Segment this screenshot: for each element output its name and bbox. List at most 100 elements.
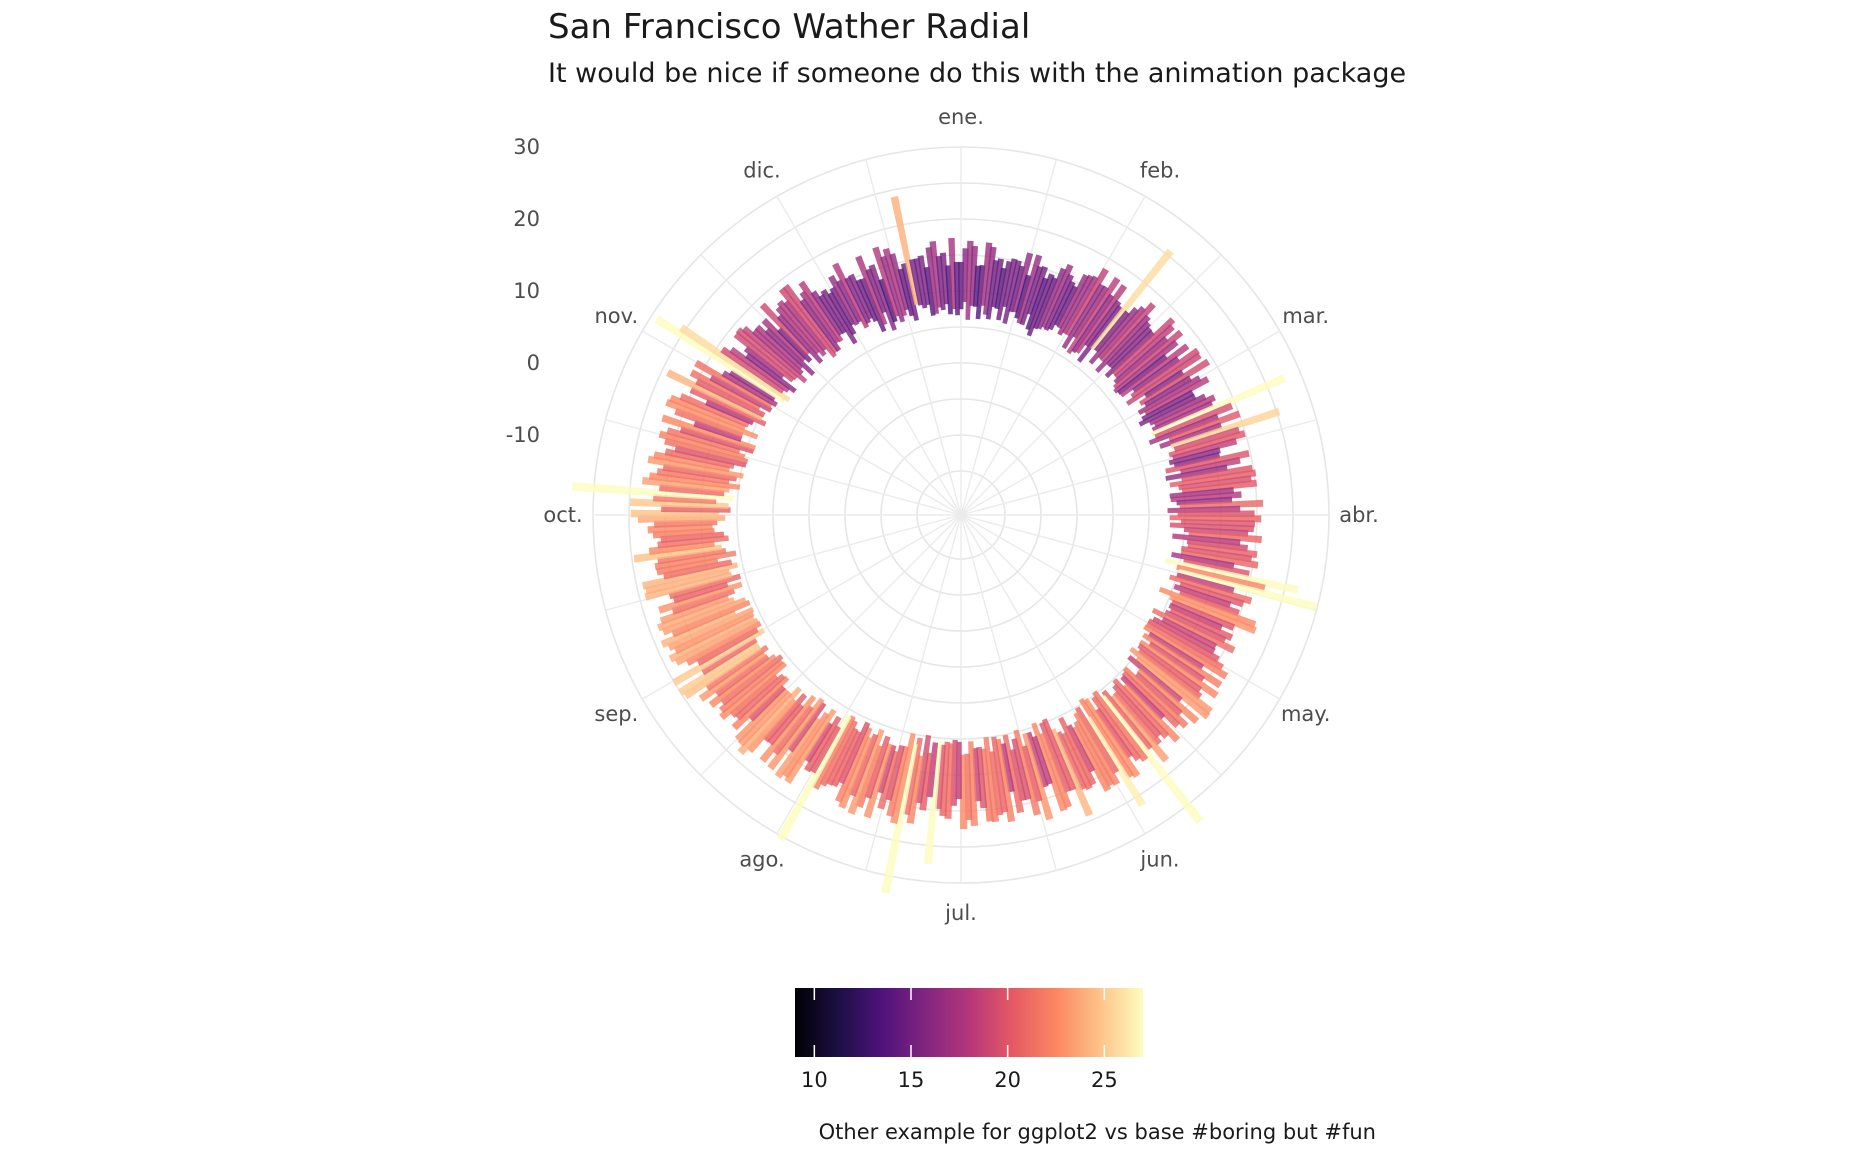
radial-tick-label: -10 bbox=[506, 423, 540, 447]
day-bar bbox=[683, 644, 762, 700]
day-bar bbox=[1169, 487, 1235, 499]
day-bar bbox=[1148, 413, 1220, 445]
day-bar bbox=[1019, 265, 1044, 326]
day-bar bbox=[1178, 589, 1240, 617]
day-bar bbox=[828, 274, 860, 326]
day-bar bbox=[572, 482, 735, 501]
day-bar bbox=[1141, 389, 1195, 422]
day-bar bbox=[648, 540, 715, 556]
day-bar bbox=[671, 599, 751, 638]
day-bar bbox=[960, 754, 968, 830]
day-bar bbox=[1148, 393, 1207, 426]
day-bar bbox=[735, 327, 798, 381]
chart-title: San Francisco Wather Radial bbox=[548, 7, 1030, 47]
day-bar bbox=[743, 346, 785, 380]
radial-tick-label: 30 bbox=[513, 135, 540, 159]
day-bar bbox=[1057, 274, 1095, 336]
day-bar bbox=[1043, 273, 1074, 331]
day-bar bbox=[777, 327, 813, 363]
day-bar bbox=[1062, 275, 1099, 335]
day-bar bbox=[838, 736, 873, 810]
grid-spoke bbox=[641, 330, 962, 516]
day-bar bbox=[991, 736, 1009, 813]
day-bar bbox=[923, 741, 943, 865]
day-bar bbox=[674, 407, 744, 439]
day-bar bbox=[721, 370, 778, 408]
day-bar bbox=[709, 374, 773, 413]
day-bar bbox=[878, 278, 898, 323]
grid-spoke bbox=[700, 254, 962, 516]
day-bar bbox=[772, 704, 814, 756]
day-bar bbox=[1136, 668, 1200, 725]
day-bar bbox=[656, 557, 719, 576]
day-bar bbox=[847, 728, 885, 815]
day-bar bbox=[872, 246, 900, 318]
day-bar bbox=[1138, 358, 1211, 406]
day-bar bbox=[734, 673, 786, 721]
day-bar bbox=[1113, 335, 1169, 385]
day-bar bbox=[799, 290, 840, 344]
day-bar bbox=[1097, 305, 1147, 360]
day-bar bbox=[761, 318, 807, 363]
day-bar bbox=[818, 293, 847, 335]
day-bar bbox=[660, 531, 725, 544]
day-bar bbox=[1112, 329, 1184, 390]
day-bar bbox=[776, 313, 824, 364]
day-bar bbox=[1083, 697, 1141, 779]
day-bar bbox=[1085, 716, 1147, 808]
day-bar bbox=[1138, 639, 1219, 699]
day-bar bbox=[667, 606, 755, 651]
day-bar bbox=[659, 594, 730, 625]
day-bar bbox=[705, 644, 769, 692]
day-bar bbox=[1021, 745, 1043, 803]
day-bar bbox=[876, 744, 897, 794]
month-label: may. bbox=[1281, 702, 1330, 726]
day-bar bbox=[1011, 738, 1032, 801]
day-bar bbox=[1026, 265, 1049, 316]
month-label: ene. bbox=[938, 105, 984, 129]
day-bar bbox=[1039, 721, 1072, 793]
day-bar bbox=[1117, 353, 1168, 396]
day-bar bbox=[1099, 302, 1156, 363]
day-bar bbox=[1002, 734, 1025, 814]
grid-spoke bbox=[960, 514, 1057, 871]
day-bar bbox=[678, 641, 760, 696]
radial-tick-label: 10 bbox=[513, 279, 540, 303]
day-bar bbox=[1119, 343, 1190, 398]
legend-colorbar bbox=[795, 988, 1143, 1057]
day-bar bbox=[673, 611, 755, 655]
day-bar bbox=[1152, 616, 1216, 655]
day-bar bbox=[678, 324, 791, 403]
day-bar bbox=[1138, 393, 1197, 427]
day-bar bbox=[759, 302, 811, 356]
day-bar bbox=[1142, 632, 1223, 689]
day-bar bbox=[882, 247, 907, 317]
day-bar bbox=[787, 701, 827, 753]
day-bar bbox=[1061, 283, 1106, 350]
day-bar bbox=[644, 571, 733, 601]
day-bar bbox=[1036, 267, 1067, 330]
day-bar bbox=[744, 352, 797, 394]
day-bar bbox=[1055, 731, 1088, 791]
day-bar bbox=[1122, 666, 1189, 729]
day-bar bbox=[700, 637, 758, 676]
month-label: sep. bbox=[594, 702, 638, 726]
day-bar bbox=[1078, 697, 1135, 779]
day-bar bbox=[784, 708, 837, 785]
day-bar bbox=[820, 288, 858, 345]
day-bar bbox=[889, 253, 910, 311]
day-bar bbox=[778, 287, 837, 358]
day-bar bbox=[980, 748, 994, 822]
day-bar bbox=[1172, 437, 1238, 461]
day-bar bbox=[868, 264, 897, 331]
day-bar bbox=[835, 726, 873, 803]
day-bar bbox=[925, 247, 939, 315]
day-bar bbox=[1134, 671, 1183, 717]
month-labels: ene. feb. mar. abr. may. jun. jul. ago. sep. oct.… bbox=[543, 105, 1378, 925]
day-bar bbox=[929, 241, 942, 308]
day-bar bbox=[1168, 447, 1221, 466]
day-bar bbox=[855, 278, 879, 323]
day-bar bbox=[1178, 475, 1252, 491]
day-bar bbox=[810, 290, 844, 336]
day-bar bbox=[774, 716, 821, 779]
